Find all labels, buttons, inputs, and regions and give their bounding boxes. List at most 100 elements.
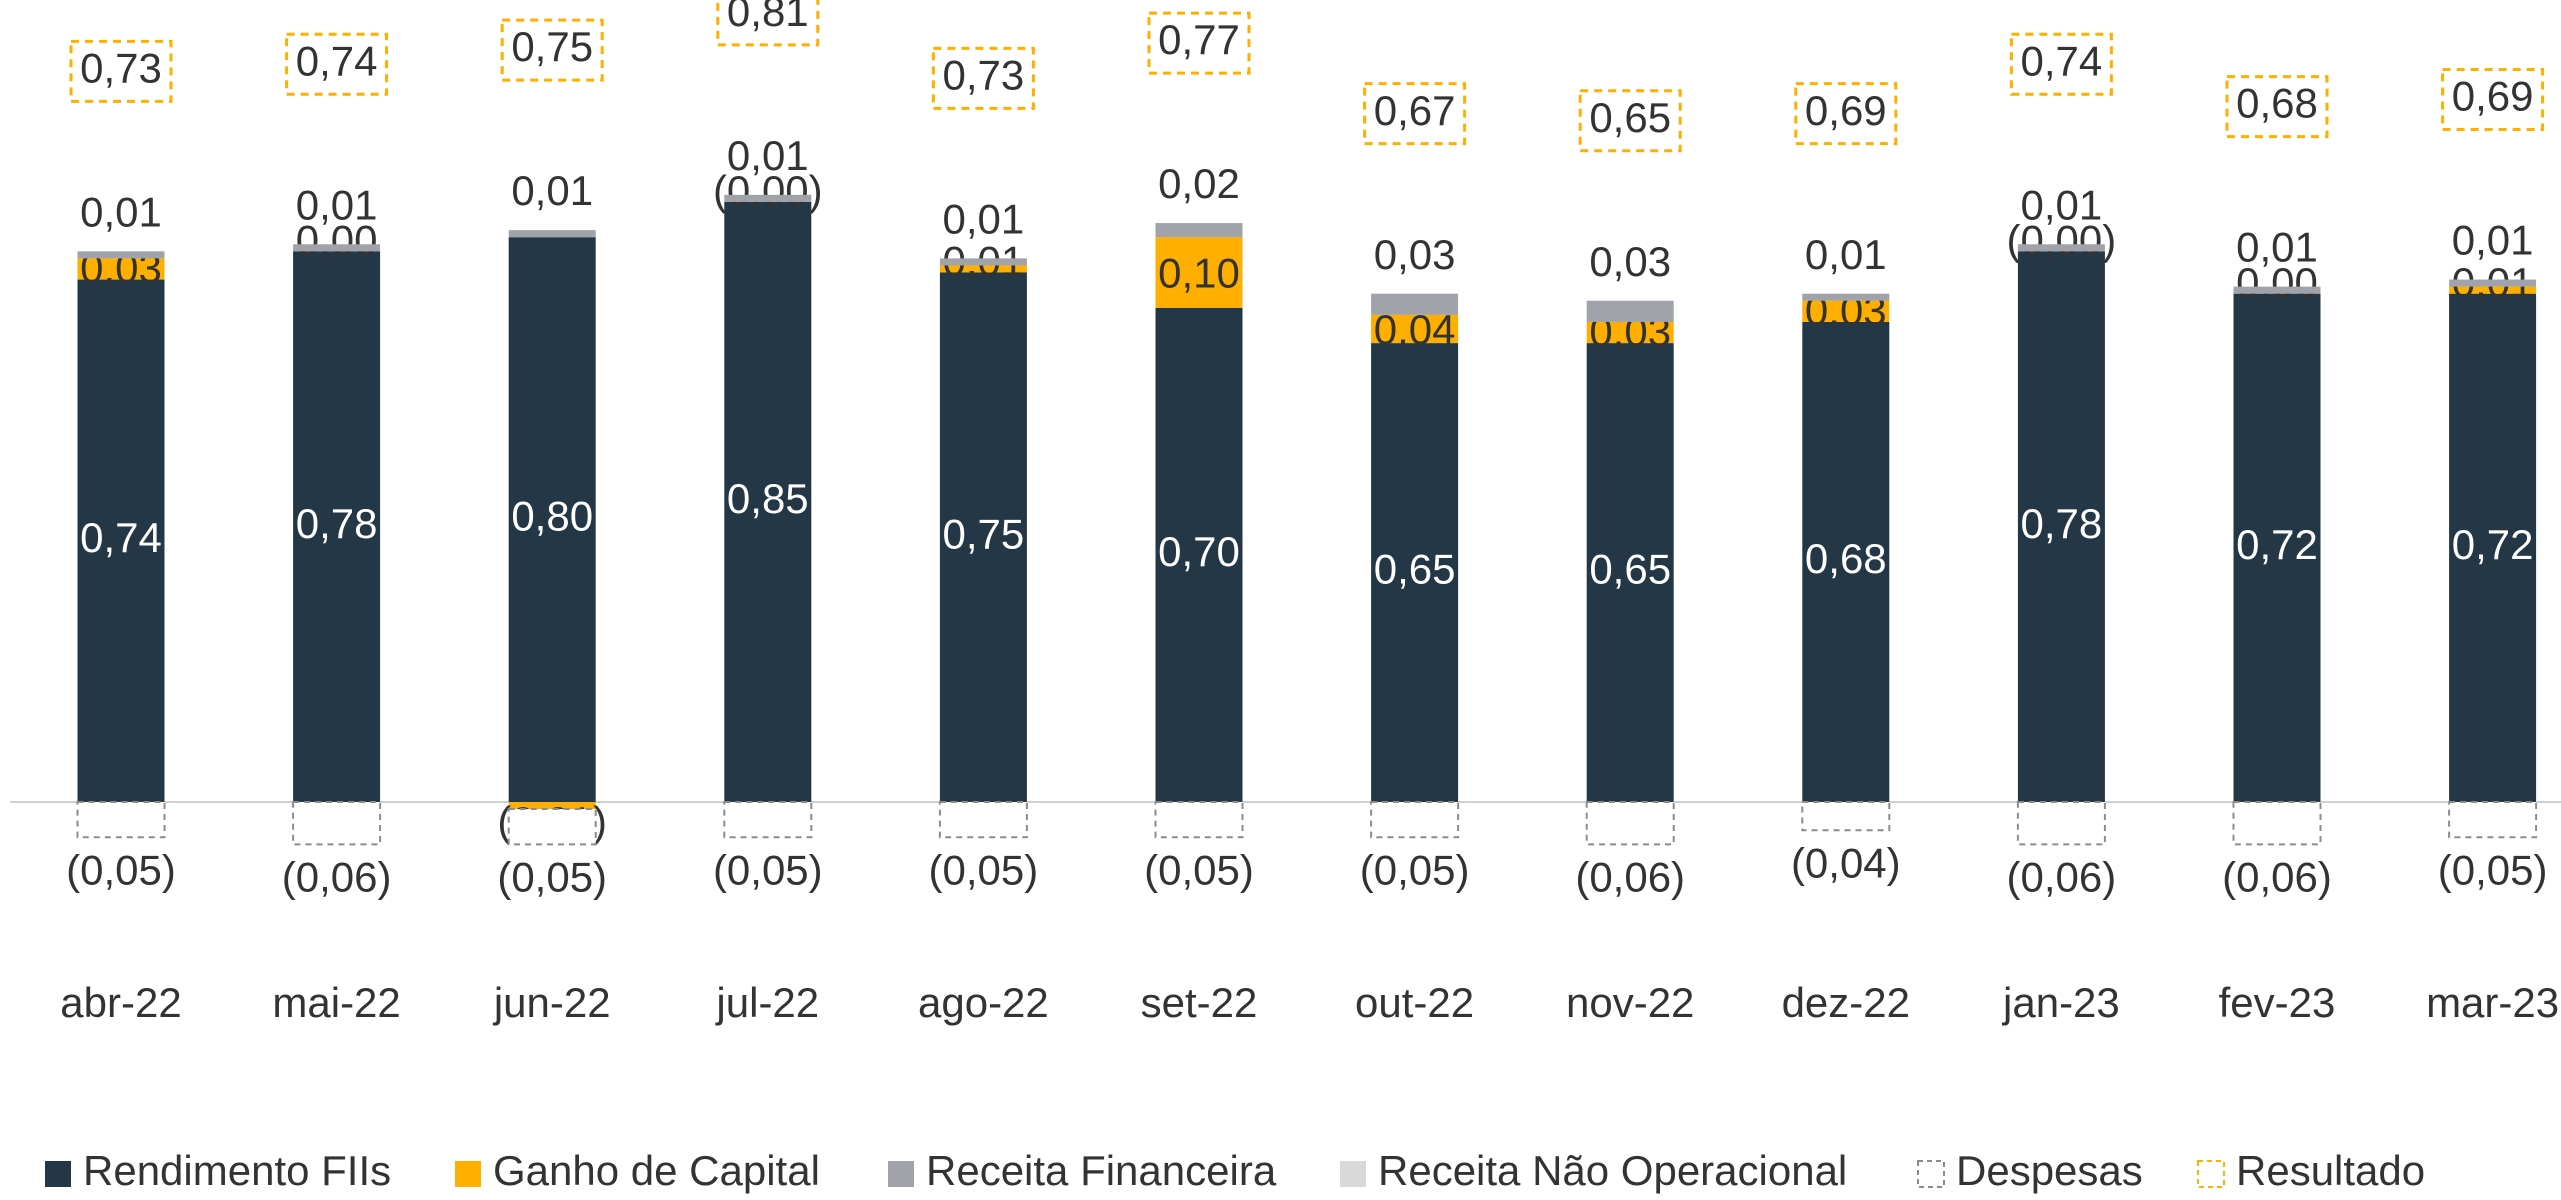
value-label: 0,65 (1589, 546, 1671, 593)
bar-segment (2449, 293, 2537, 802)
bar-segment (507, 808, 597, 846)
bar-segment (2449, 286, 2537, 294)
total-label: 0,74 (2021, 37, 2103, 84)
bar-segment (1155, 223, 1243, 238)
total-label: 0,69 (2452, 73, 2534, 120)
bar-segment (1802, 293, 1890, 301)
bar-segment (939, 258, 1027, 266)
legend-label: Resultado (2236, 1147, 2425, 1194)
value-label: (0,04) (1791, 839, 1901, 886)
bar-segment (724, 201, 812, 802)
x-tick-label: nov-22 (1566, 979, 1694, 1026)
value-label: 0,10 (1158, 250, 1240, 297)
bar-segment (1371, 314, 1459, 344)
x-tick-label: fev-23 (2219, 979, 2336, 1026)
value-label: 0,01 (2021, 181, 2103, 228)
legend-swatch (455, 1161, 481, 1187)
x-tick-label: jan-23 (2001, 979, 2120, 1026)
bar-segment (2448, 801, 2538, 839)
value-label: 0,01 (727, 132, 809, 179)
legend-swatch (1340, 1161, 1366, 1187)
bar-segment (1371, 293, 1459, 315)
legend-swatch (888, 1161, 914, 1187)
x-tick-label: out-22 (1355, 979, 1474, 1026)
legend-label: Despesas (1956, 1147, 2143, 1194)
bar-segment (508, 230, 596, 238)
bar-segment (2449, 279, 2537, 287)
x-tick-label: abr-22 (60, 979, 181, 1026)
value-label: (0,00) (2007, 216, 2117, 263)
bar-segment (1802, 321, 1890, 802)
value-label: (0,00) (713, 167, 823, 214)
value-label: 0,03 (1374, 231, 1456, 278)
bar-segment (939, 265, 1027, 273)
bar-segment (1802, 300, 1890, 322)
total-box (2441, 68, 2545, 132)
bar-segment (77, 279, 165, 802)
x-tick-label: set-22 (1141, 979, 1258, 1026)
value-label: 0,01 (2236, 224, 2318, 271)
x-tick-label: mai-22 (272, 979, 400, 1026)
total-box (931, 46, 1035, 110)
bar-segment (1371, 343, 1459, 802)
value-label: 0,85 (727, 475, 809, 522)
x-tick-label: dez-22 (1782, 979, 1910, 1026)
total-label: 0,68 (2236, 80, 2318, 127)
bar-segment (293, 251, 381, 802)
value-label: 0,01 (511, 167, 593, 214)
x-tick-label: mar-23 (2426, 979, 2559, 1026)
total-label: 0,75 (511, 23, 593, 70)
bar-segment (77, 258, 165, 280)
bar-segment (1801, 801, 1891, 832)
total-box (2009, 32, 2113, 96)
bar-segment (2232, 801, 2322, 846)
bar-segment (938, 801, 1028, 839)
total-box (716, 0, 820, 47)
legend-swatch (1917, 1160, 1945, 1188)
legend-label: Ganho de Capital (493, 1147, 820, 1194)
bar-segment (724, 194, 812, 202)
total-box (500, 18, 604, 82)
value-label: 0,00 (296, 216, 378, 263)
bar-segment (508, 802, 596, 810)
value-label: (0,05) (66, 846, 176, 893)
value-label: 0,01 (296, 181, 378, 228)
value-label: 0,01 (80, 188, 162, 235)
value-label: 0,72 (2236, 521, 2318, 568)
total-label: 0,65 (1589, 94, 1671, 141)
value-label: 0,75 (943, 510, 1025, 557)
value-label: 0,01 (943, 195, 1025, 242)
bar-segment (1585, 801, 1675, 846)
total-box (1578, 89, 1682, 153)
legend-swatch (45, 1161, 71, 1187)
bar-segment (1586, 343, 1674, 802)
value-label: 0,70 (1158, 528, 1240, 575)
value-label: 0,00 (2236, 259, 2318, 306)
value-label: 0,02 (1158, 160, 1240, 207)
bar-segment (1586, 300, 1674, 322)
value-label: (0,05) (929, 846, 1039, 893)
value-label: 0,78 (2021, 500, 2103, 547)
value-label: (0,06) (1575, 853, 1685, 900)
value-label: 0,01 (1805, 231, 1887, 278)
total-label: 0,81 (727, 0, 809, 35)
value-label: 0,80 (511, 493, 593, 540)
value-label: (0,06) (2007, 853, 2117, 900)
legend-label: Receita Financeira (926, 1147, 1277, 1194)
value-label: (0,05) (2438, 846, 2548, 893)
x-tick-label: jun-22 (492, 979, 611, 1026)
bar-segment (76, 801, 166, 839)
bar-segment (2233, 293, 2321, 802)
value-label: 0,74 (80, 514, 162, 561)
bar-segment (1154, 801, 1244, 839)
bar-segment (508, 237, 596, 802)
bar-segment (77, 251, 165, 259)
total-label: 0,74 (296, 37, 378, 84)
total-box (2225, 75, 2329, 139)
bar-segment (2017, 244, 2105, 252)
total-box (1794, 82, 1898, 146)
total-label: 0,77 (1158, 16, 1240, 63)
bar-segment (939, 272, 1027, 802)
bar-segment (1586, 321, 1674, 344)
